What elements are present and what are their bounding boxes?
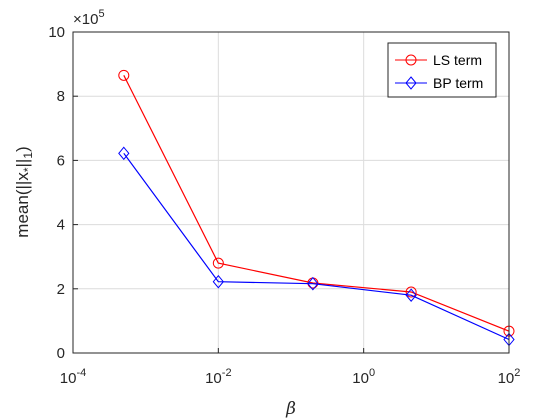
- y-tick-label-4: 8: [57, 88, 65, 105]
- y-multiplier-exponent: 5: [98, 8, 104, 20]
- y-multiplier: ×105: [73, 8, 105, 28]
- series-line-0: [123, 75, 510, 332]
- x-tick-exponent-3: 2: [514, 367, 520, 379]
- y-axis-label: mean(||x*||1): [13, 146, 35, 237]
- series-1-point-2: [307, 276, 319, 291]
- y-multiplier-prefix: ×10: [73, 11, 98, 28]
- x-tick-label-1: 10-2: [205, 367, 231, 387]
- series-layer: [118, 69, 515, 347]
- legend: LS term BP term: [387, 42, 497, 98]
- x-tick-label-2: 100: [352, 367, 375, 387]
- legend-label-bp: BP term: [433, 75, 483, 91]
- x-tick-exponent-2: 0: [369, 367, 375, 379]
- series-0-point-3: [405, 286, 417, 298]
- x-tick-base-0: 10: [60, 370, 77, 387]
- x-tick-label-0: 10-4: [60, 367, 86, 387]
- y-tick-label-1: 2: [57, 281, 65, 298]
- plot-frame: [72, 31, 510, 354]
- x-tick-exponent-1: -2: [222, 367, 232, 379]
- x-axis-label: β: [285, 399, 296, 419]
- legend-box: [387, 42, 497, 98]
- series-1-point-1: [212, 274, 224, 289]
- x-tick-base-2: 10: [352, 370, 369, 387]
- y-axis-ticks: 0 2 4 6 8 10: [48, 24, 78, 362]
- legend-label-ls: LS term: [433, 52, 482, 68]
- x-tick-base-1: 10: [205, 370, 222, 387]
- legend-marker-ls: [405, 54, 417, 66]
- y-tick-label-0: 0: [57, 345, 65, 362]
- x-tick-label-3: 102: [498, 367, 521, 387]
- series-line-1: [123, 152, 510, 341]
- series-1-point-3: [405, 288, 417, 303]
- x-tick-exponent-0: -4: [76, 367, 86, 379]
- series-1-point-0: [118, 146, 130, 161]
- y-tick-label-5: 10: [48, 24, 65, 41]
- x-axis-ticks: 10-4 10-2 100 102: [60, 348, 521, 387]
- legend-marker-bp: [405, 76, 417, 90]
- x-tick-base-3: 10: [498, 370, 515, 387]
- series-0-point-1: [212, 257, 224, 269]
- y-tick-label-3: 6: [57, 152, 65, 169]
- y-tick-label-2: 4: [57, 217, 65, 234]
- series-0-point-0: [118, 69, 130, 81]
